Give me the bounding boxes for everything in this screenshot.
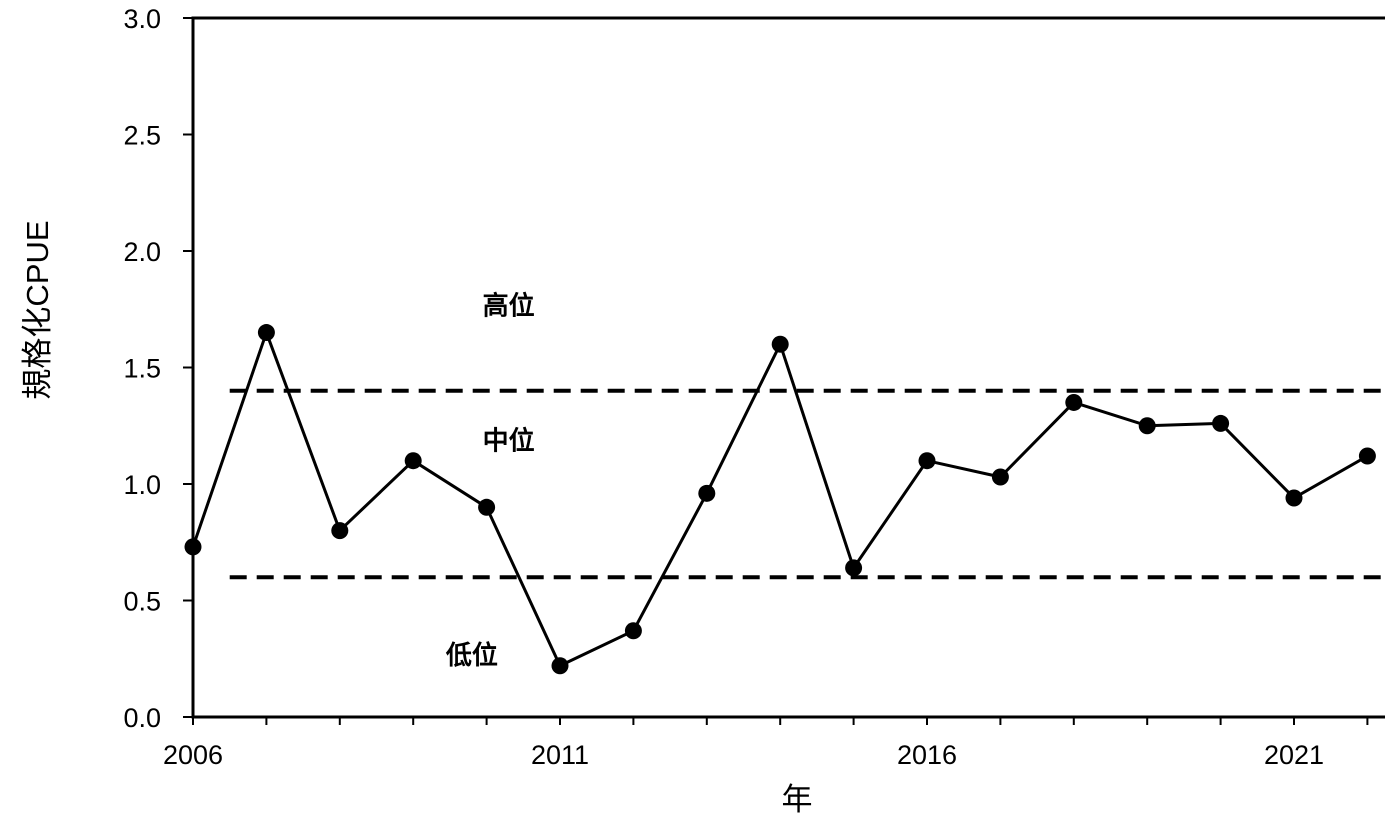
- band-label: 中位: [483, 426, 535, 456]
- data-point: [1212, 414, 1230, 432]
- data-point: [404, 452, 422, 470]
- data-point: [1138, 417, 1156, 435]
- y-tick-label: 2.5: [123, 121, 161, 151]
- data-point: [1285, 489, 1303, 507]
- x-axis-title: 年: [782, 782, 813, 817]
- data-point: [698, 484, 716, 502]
- series-line: [191, 331, 1369, 668]
- tick-labels: 0.0 0.5 1.0 1.5 2.0 2.5 3.0 2006 2011 2016 2021: [123, 4, 1324, 770]
- data-point: [478, 498, 496, 516]
- axis-ticks: [183, 17, 1369, 725]
- data-point: [918, 452, 936, 470]
- x-tick-label: 2016: [897, 740, 957, 770]
- data-point: [1358, 447, 1376, 465]
- data-point: [771, 335, 789, 353]
- data-point: [184, 538, 202, 556]
- data-point: [331, 522, 349, 540]
- band-label: 低位: [445, 640, 498, 670]
- band-label: 高位: [483, 291, 535, 321]
- x-tick-label: 2011: [531, 740, 589, 770]
- y-tick-label: 1.0: [123, 470, 161, 500]
- reference-lines: [229, 388, 1385, 580]
- data-point: [257, 324, 275, 342]
- y-tick-label: 3.0: [123, 4, 161, 34]
- x-tick-label: 2021: [1264, 740, 1324, 770]
- y-tick-label: 0.0: [123, 703, 161, 733]
- y-tick-label: 2.0: [123, 237, 161, 267]
- x-tick-label: 2006: [163, 740, 223, 770]
- y-tick-label: 0.5: [123, 587, 161, 617]
- series-layer: [184, 324, 1376, 675]
- data-point: [624, 622, 642, 640]
- data-point: [551, 657, 569, 675]
- y-tick-label: 1.5: [123, 354, 161, 384]
- data-point: [845, 559, 863, 577]
- y-axis-title: 規格化CPUE: [20, 220, 55, 399]
- data-point: [1065, 393, 1083, 411]
- data-point: [991, 468, 1009, 486]
